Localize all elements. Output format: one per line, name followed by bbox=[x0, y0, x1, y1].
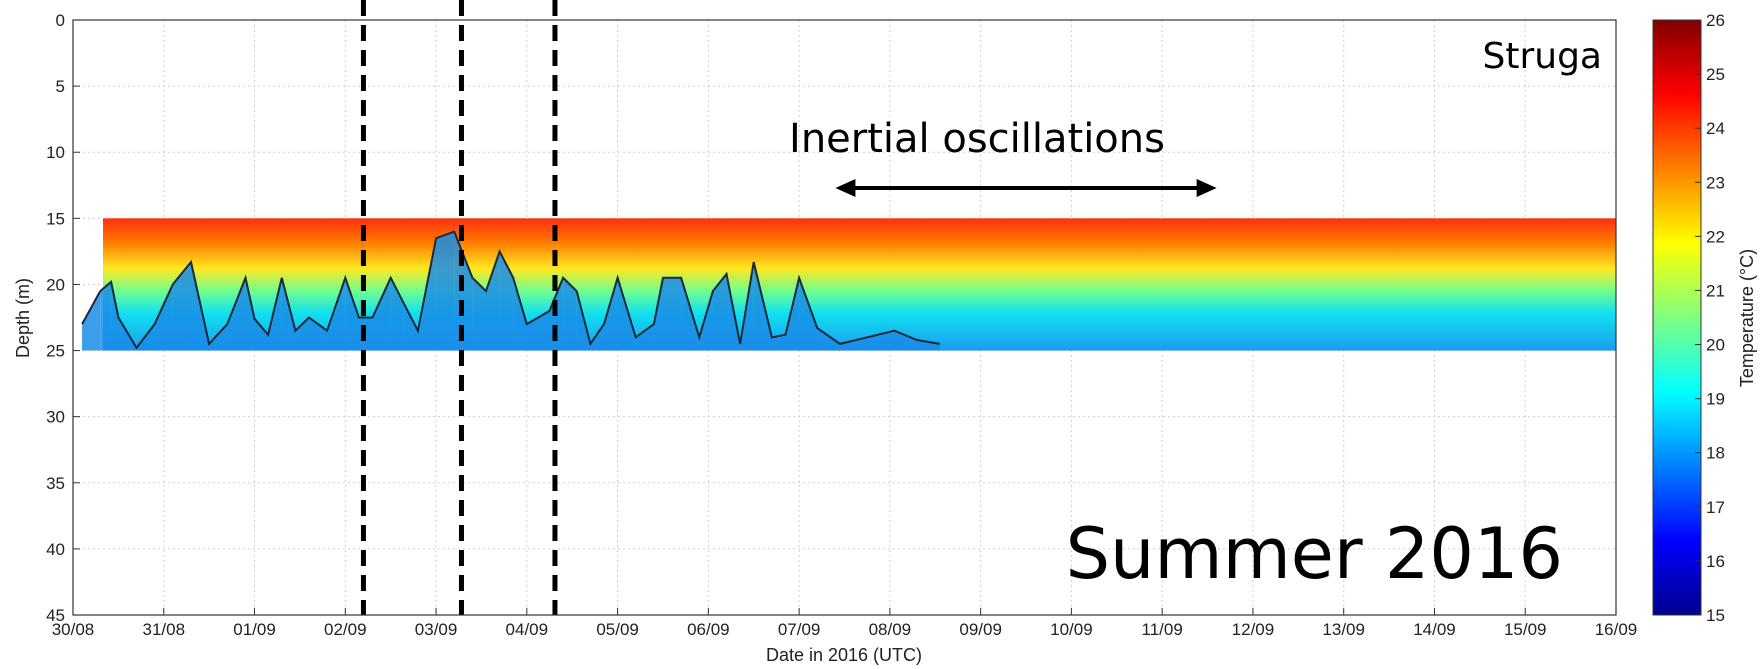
cold-plume bbox=[172, 261, 191, 351]
x-tick-label: 05/09 bbox=[596, 620, 639, 639]
cold-plume bbox=[653, 277, 663, 351]
colorbar bbox=[1652, 19, 1702, 616]
cold-plume bbox=[662, 277, 682, 351]
colorbar-tick-label: 18 bbox=[1706, 444, 1725, 463]
x-tick-label: 16/09 bbox=[1595, 620, 1638, 639]
cold-plume bbox=[799, 277, 818, 351]
x-tick-label: 02/09 bbox=[324, 620, 367, 639]
cold-plume bbox=[635, 324, 654, 351]
x-tick-label: 09/09 bbox=[959, 620, 1002, 639]
colorbar-tick-label: 16 bbox=[1706, 552, 1725, 571]
cold-plume bbox=[254, 318, 269, 351]
y-tick-label: 5 bbox=[56, 77, 65, 96]
x-tick-label: 01/09 bbox=[233, 620, 276, 639]
x-tick-label: 14/09 bbox=[1413, 620, 1456, 639]
colorbar-tick-label: 17 bbox=[1706, 498, 1725, 517]
x-tick-label: 11/09 bbox=[1142, 620, 1183, 639]
cold-plume bbox=[281, 277, 296, 351]
cold-plume bbox=[154, 284, 173, 351]
x-tick-label: 31/08 bbox=[142, 620, 185, 639]
cold-plume bbox=[839, 337, 868, 351]
y-axis: 0 5 10 15 20 25 30 35 40 45 bbox=[46, 11, 80, 625]
cold-plume bbox=[526, 310, 550, 351]
cold-plume bbox=[499, 251, 514, 351]
cold-plume bbox=[867, 330, 895, 351]
temperature-field bbox=[82, 218, 1616, 351]
y-tick-label: 45 bbox=[46, 606, 65, 625]
cold-plume bbox=[472, 277, 486, 351]
colorbar-tick-label: 19 bbox=[1706, 390, 1725, 409]
x-tick-label: 06/09 bbox=[687, 620, 730, 639]
arrow-head-right bbox=[1196, 179, 1217, 197]
x-tick-label: 08/09 bbox=[869, 620, 912, 639]
cold-plume bbox=[771, 334, 786, 351]
x-tick-label: 13/09 bbox=[1322, 620, 1365, 639]
cold-plume bbox=[603, 277, 618, 351]
cold-plume bbox=[817, 328, 840, 351]
x-tick-label: 03/09 bbox=[415, 620, 458, 639]
x-axis: 30/08 31/08 01/09 02/09 03/09 04/09 05/09 06/09… bbox=[52, 608, 1638, 639]
cold-plume bbox=[454, 231, 473, 351]
y-tick-label: 35 bbox=[46, 474, 65, 493]
cold-plume bbox=[308, 317, 328, 351]
colorbar-tick-label: 21 bbox=[1706, 281, 1725, 300]
cold-plume bbox=[100, 281, 112, 351]
x-tick-label: 15/09 bbox=[1504, 620, 1547, 639]
colorbar-tick-label: 23 bbox=[1706, 173, 1725, 192]
y-tick-label: 20 bbox=[46, 275, 65, 294]
cold-plume bbox=[513, 277, 527, 351]
cold-plume bbox=[563, 277, 577, 351]
x-axis-title: Date in 2016 (UTC) bbox=[766, 645, 922, 665]
x-tick-label: 30/08 bbox=[52, 620, 95, 639]
cold-plume bbox=[82, 291, 101, 351]
y-tick-label: 10 bbox=[46, 143, 65, 162]
cold-plume bbox=[917, 339, 940, 351]
x-tick-label: 07/09 bbox=[778, 620, 821, 639]
colorbar-tick-label: 26 bbox=[1706, 11, 1725, 30]
cold-plume bbox=[245, 277, 255, 351]
colorbar-tick-label: 24 bbox=[1706, 119, 1725, 138]
cold-plume bbox=[111, 281, 119, 351]
isotherm-line bbox=[81, 230, 940, 350]
colorbar-tick-label: 25 bbox=[1706, 65, 1725, 84]
y-tick-label: 0 bbox=[56, 11, 65, 30]
cold-plume bbox=[436, 231, 455, 351]
x-tick-label: 12/09 bbox=[1232, 620, 1275, 639]
season-label: Summer 2016 bbox=[1066, 513, 1563, 595]
x-tick-label: 04/09 bbox=[506, 620, 549, 639]
inertial-oscillation-arrow bbox=[835, 179, 1217, 197]
colorbar-tick-label: 22 bbox=[1706, 227, 1725, 246]
colorbar-title: Temperature (°C) bbox=[1737, 249, 1757, 387]
y-tick-label: 30 bbox=[46, 408, 65, 427]
cold-plume bbox=[372, 277, 391, 351]
x-tick-label: 10/09 bbox=[1050, 620, 1093, 639]
arrow-head-left bbox=[835, 179, 856, 197]
colorbar-tick-label: 15 bbox=[1706, 606, 1725, 625]
site-label: Struga bbox=[1483, 36, 1603, 77]
colorbar-tick-label: 20 bbox=[1706, 336, 1725, 355]
y-axis-title: Depth (m) bbox=[13, 278, 33, 358]
cold-plume bbox=[390, 277, 405, 351]
cold-plume bbox=[209, 324, 228, 351]
cold-plume bbox=[404, 304, 418, 351]
event-lines bbox=[360, 0, 558, 615]
colorbar-ticks: 15 16 17 18 19 20 21 22 23 24 25 26 bbox=[1695, 11, 1725, 625]
cold-plume bbox=[894, 330, 918, 351]
arrow-label: Inertial oscillations bbox=[789, 116, 1165, 162]
plot-frame bbox=[72, 19, 1617, 616]
cold-plume bbox=[345, 277, 359, 351]
y-tick-label: 15 bbox=[46, 209, 65, 228]
cold-plume bbox=[227, 277, 246, 351]
y-tick-label: 40 bbox=[46, 540, 65, 559]
cold-plume bbox=[485, 251, 500, 351]
cold-plume bbox=[327, 277, 346, 351]
cold-plume bbox=[295, 317, 309, 351]
cold-plume bbox=[712, 273, 727, 351]
y-tick-label: 25 bbox=[46, 342, 65, 361]
